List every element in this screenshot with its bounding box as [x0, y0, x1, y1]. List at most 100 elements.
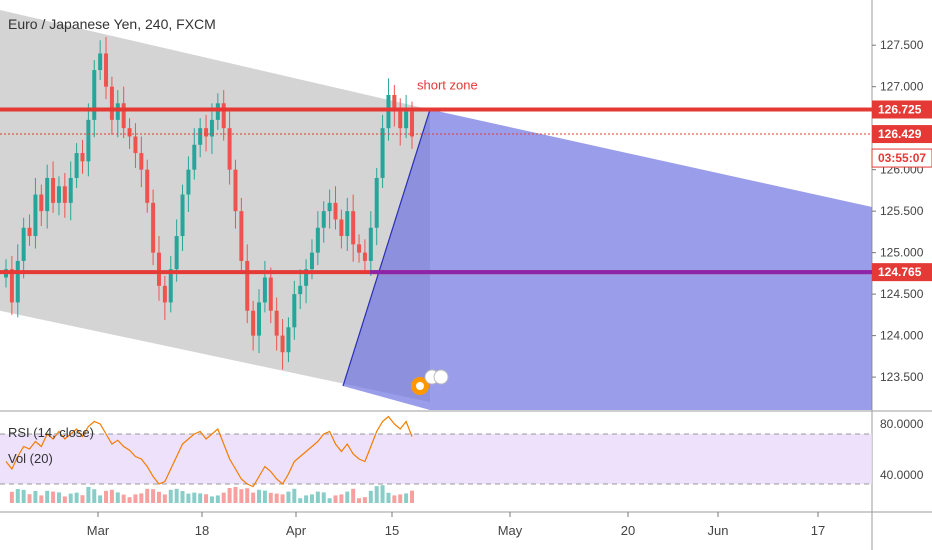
volume-layer: [9, 485, 414, 503]
candle-body: [321, 211, 326, 228]
volume-bar: [221, 492, 226, 503]
candle-body: [257, 302, 262, 336]
candle-body: [333, 202, 338, 220]
candle-body: [151, 202, 156, 253]
volume-bar: [162, 494, 167, 503]
candle-body: [139, 153, 144, 170]
volume-bar: [239, 489, 244, 503]
volume-bar: [351, 488, 356, 503]
candle-body: [239, 211, 244, 261]
price-tick-label: 124.000: [880, 329, 924, 343]
candle-body: [215, 103, 220, 120]
volume-bar: [386, 492, 391, 503]
volume-bar: [56, 492, 61, 503]
rsi-line: [5, 415, 413, 488]
rsi-tick-label: 40.0000: [880, 468, 924, 482]
volume-bar: [168, 489, 173, 503]
volume-bar: [333, 495, 338, 503]
volume-bar: [62, 496, 67, 503]
candles-layer: [4, 36, 414, 370]
candle-body: [133, 136, 138, 154]
volume-bar: [39, 495, 44, 503]
candle-body: [33, 194, 38, 237]
volume-bar: [392, 495, 397, 503]
candle-body: [145, 169, 150, 203]
volume-bar: [374, 486, 379, 503]
price-tick-label: 125.000: [880, 246, 924, 260]
volume-bar: [92, 489, 97, 503]
volume-bar: [121, 494, 126, 503]
candle-body: [280, 335, 285, 353]
candle-body: [286, 327, 291, 353]
volume-bar: [209, 496, 214, 503]
volume-bar: [357, 498, 362, 503]
time-tick-label: 18: [195, 523, 209, 538]
volume-bar: [257, 489, 262, 503]
volume-label: Vol (20): [8, 451, 53, 466]
candle-body: [404, 111, 409, 129]
volume-bar: [233, 487, 238, 503]
candle-body: [345, 211, 350, 237]
candle-body: [227, 128, 232, 170]
price-tick-label: 127.500: [880, 38, 924, 52]
volume-bar: [198, 493, 203, 503]
volume-bar: [309, 494, 314, 503]
candle-body: [304, 269, 309, 286]
candle-body: [45, 177, 50, 212]
candle-body: [51, 177, 56, 203]
candle-body: [15, 260, 20, 303]
volume-bar: [186, 493, 191, 503]
candle-body: [209, 119, 214, 137]
volume-bar: [227, 488, 232, 503]
volume-bar: [45, 490, 50, 503]
volume-bar: [327, 498, 332, 503]
time-tick-label: Mar: [87, 523, 110, 538]
volume-bar: [192, 492, 197, 503]
volume-bar: [74, 492, 79, 503]
price-tick-label: 124.500: [880, 287, 924, 301]
volume-bar: [51, 491, 56, 503]
candle-body: [156, 252, 161, 286]
short-zone-area: [343, 109, 872, 410]
candle-body: [162, 285, 167, 303]
volume-bar: [304, 495, 309, 503]
volume-bar: [139, 493, 144, 503]
volume-bar: [109, 489, 114, 503]
candle-body: [351, 211, 356, 245]
volume-bar: [27, 494, 32, 503]
volume-bar: [104, 490, 109, 503]
volume-bar: [362, 497, 367, 503]
time-axis: Mar 18 Apr 15 May 20 Jun 17: [87, 512, 825, 538]
candle-body: [68, 177, 73, 203]
candle-body: [262, 277, 267, 303]
candle-body: [180, 194, 185, 237]
candle-body: [410, 111, 414, 137]
volume-bar: [398, 494, 403, 503]
volume-bar: [268, 492, 273, 503]
volume-bar: [174, 488, 179, 503]
candle-body: [198, 128, 203, 145]
volume-bar: [21, 489, 26, 503]
resistance-price-label: 126.725: [878, 103, 922, 117]
rsi-layer: 80.0000 40.0000: [0, 415, 924, 488]
candle-body: [27, 227, 32, 237]
volume-bar: [127, 497, 132, 503]
candle-body: [86, 119, 91, 162]
candle-body: [168, 269, 173, 303]
volume-bar: [286, 491, 291, 503]
time-tick-label: Apr: [286, 523, 307, 538]
candle-body: [80, 153, 85, 162]
candle-body: [204, 128, 209, 137]
candle-body: [362, 252, 367, 261]
candle-body: [56, 186, 61, 203]
volume-bar: [180, 491, 185, 503]
rsi-band: [0, 434, 872, 484]
volume-bar: [68, 493, 73, 503]
volume-bar: [156, 491, 161, 503]
candle-body: [127, 128, 132, 137]
countdown-label: 03:55:07: [878, 151, 926, 165]
zone-trendline: [342, 109, 431, 387]
chart-title: Euro / Japanese Yen, 240, FXCM: [8, 16, 216, 32]
volume-bar: [404, 493, 409, 503]
rsi-tick-label: 80.0000: [880, 417, 924, 431]
